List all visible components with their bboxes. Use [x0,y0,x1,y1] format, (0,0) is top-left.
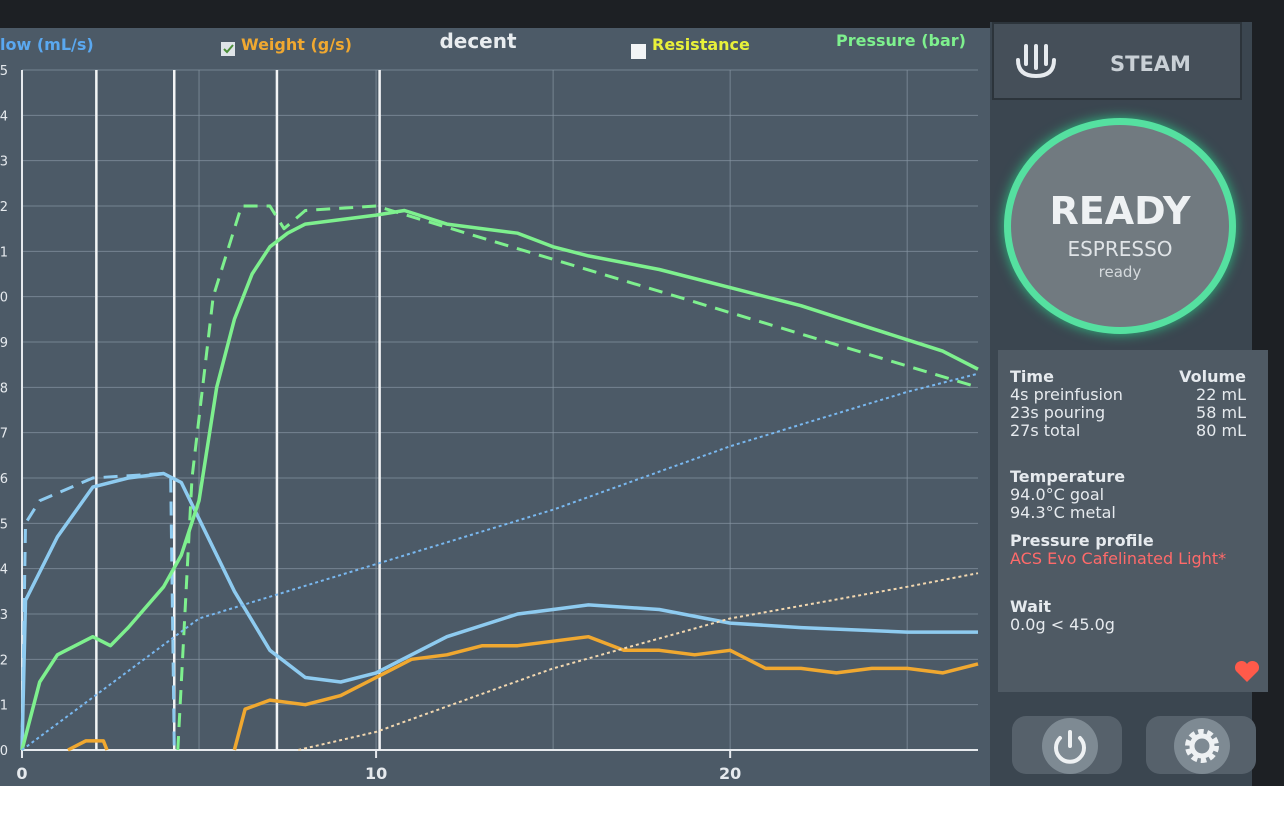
side-panel: STEAM READY ESPRESSO ready Time Volume 4s… [990,22,1268,786]
dotted-line [297,572,979,751]
lines [20,204,979,752]
y-tick-label: 9 [0,336,8,351]
volume-header: Volume [1179,367,1246,386]
power-icon [1042,718,1098,774]
state: ready [1098,263,1142,281]
legend: low (mL/s) Weight (g/s) decent Resistanc… [0,29,966,59]
favorite-heart[interactable] [1234,660,1260,684]
legend-resistance[interactable]: Resistance [652,35,750,54]
legend-pressure[interactable]: Pressure (bar) [836,31,966,50]
dashed-line [20,472,176,751]
solid-line [67,634,979,752]
wait-header: Wait [1010,597,1052,616]
shot-info: Time Volume 4s preinfusion 22 mL 23s pouri… [998,350,1268,692]
y-tick-label: 6 [0,472,8,487]
logo: decent [439,29,517,53]
x-tick-label: 20 [719,764,741,783]
y-tick-label: 1 [0,699,8,714]
row-label: 4s preinfusion [1010,385,1123,404]
y-tick-label: 12 [0,200,8,215]
solid-line [20,471,978,751]
profile-name[interactable]: ACS Evo Cafelinated Light* [1010,549,1227,568]
y-tick-label: 7 [0,427,8,442]
y-tick-label: 3 [0,608,8,623]
legend-flow[interactable]: low (mL/s) [0,35,94,54]
dashed-line [176,204,979,751]
check-mark [223,44,234,54]
y-tick-label: 10 [0,291,8,306]
legend-weight[interactable]: Weight (g/s) [241,35,352,54]
power-button[interactable] [1012,716,1122,774]
profile-header: Pressure profile [1010,531,1154,550]
solid-line [20,208,979,751]
settings-button[interactable] [1146,716,1256,774]
row-value: 80 mL [1196,421,1246,440]
time-header: Time [1010,367,1054,386]
status: READY [1049,189,1191,233]
y-tick-label: 2 [0,653,8,668]
dotted-line [21,372,979,751]
y-tick-label: 5 [0,517,8,532]
x-tick-label: 10 [365,764,387,783]
row-label: 27s total [1010,421,1081,440]
row-value: 22 mL [1196,385,1246,404]
row-label: 23s pouring [1010,403,1106,422]
shot-chart: 012345678910111213141501020 low (mL/s) W… [0,28,990,786]
y-tick-label: 11 [0,245,8,260]
row-value: 58 mL [1196,403,1246,422]
grid: 012345678910111213141501020 [0,64,978,783]
steam-label: STEAM [1110,52,1191,76]
y-tick-label: 8 [0,381,8,396]
resistance-checkbox[interactable] [631,44,646,59]
x-tick-label: 0 [16,764,27,783]
y-tick-label: 0 [0,744,8,759]
wait-value: 0.0g < 45.0g [1010,615,1115,634]
y-tick-label: 14 [0,109,8,124]
mode: ESPRESSO [1067,237,1173,261]
settings-icon [1174,718,1230,774]
ready-button[interactable]: READY ESPRESSO ready [1004,118,1236,334]
weight-checkbox[interactable] [221,42,235,56]
steam-button[interactable]: STEAM [992,22,1242,100]
y-tick-label: 4 [0,563,8,578]
y-tick-label: 15 [0,64,8,79]
temperature-goal: 94.0°C goal [1010,485,1105,504]
steam-icon [1016,44,1056,79]
y-tick-label: 13 [0,155,8,170]
temperature-metal: 94.3°C metal [1010,503,1116,522]
temperature-header: Temperature [1010,467,1126,486]
